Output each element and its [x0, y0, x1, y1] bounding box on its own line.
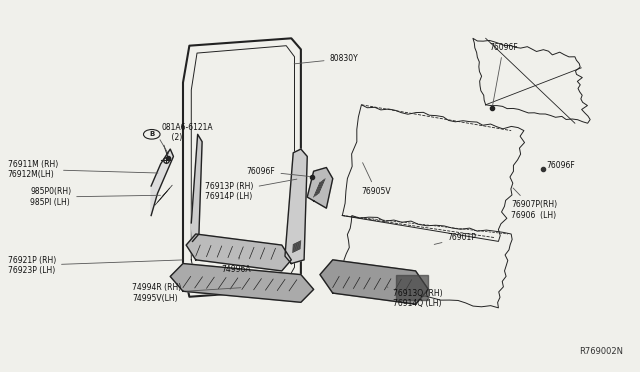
- Text: 76905V: 76905V: [362, 163, 391, 196]
- Polygon shape: [285, 149, 307, 263]
- Polygon shape: [320, 260, 428, 304]
- Text: 76907P(RH)
76906  (LH): 76907P(RH) 76906 (LH): [511, 188, 557, 220]
- Text: 76913P (RH)
76914P (LH): 76913P (RH) 76914P (LH): [205, 179, 297, 201]
- Polygon shape: [151, 149, 173, 215]
- Polygon shape: [396, 275, 428, 301]
- Polygon shape: [307, 167, 333, 208]
- Text: 76096F: 76096F: [246, 167, 310, 176]
- Text: 80830Y: 80830Y: [294, 54, 358, 64]
- Text: 74996A: 74996A: [221, 257, 251, 273]
- Text: 76913Q (RH)
76914Q (LH): 76913Q (RH) 76914Q (LH): [387, 287, 443, 308]
- Text: 081A6-6121A
    (2): 081A6-6121A (2): [162, 123, 214, 142]
- Text: 985P0(RH)
985PI (LH): 985P0(RH) 985PI (LH): [30, 187, 161, 207]
- Text: R769002N: R769002N: [579, 347, 623, 356]
- Text: B: B: [149, 131, 154, 137]
- Text: 76911M (RH)
76912M(LH): 76911M (RH) 76912M(LH): [8, 160, 158, 179]
- Polygon shape: [170, 263, 314, 302]
- Text: 76921P (RH)
76923P (LH): 76921P (RH) 76923P (LH): [8, 256, 182, 275]
- Polygon shape: [191, 134, 202, 241]
- Polygon shape: [186, 234, 291, 271]
- Text: 76901P: 76901P: [434, 233, 476, 244]
- Text: 76096F: 76096F: [543, 161, 575, 170]
- Text: 76096F: 76096F: [489, 43, 518, 106]
- Text: 74994R (RH)
74995V(LH): 74994R (RH) 74995V(LH): [132, 283, 241, 303]
